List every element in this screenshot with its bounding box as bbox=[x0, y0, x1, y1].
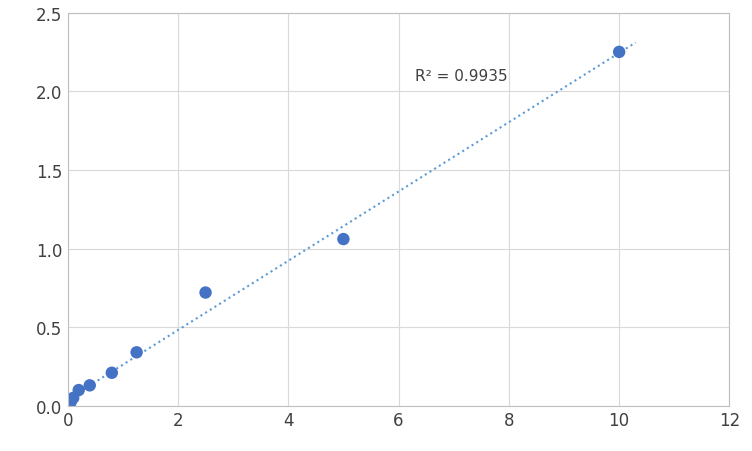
Point bbox=[62, 402, 74, 410]
Point bbox=[338, 236, 350, 243]
Point bbox=[131, 349, 143, 356]
Text: R² = 0.9935: R² = 0.9935 bbox=[415, 69, 508, 84]
Point bbox=[613, 49, 625, 56]
Point bbox=[83, 382, 96, 389]
Point bbox=[73, 387, 85, 394]
Point bbox=[106, 369, 118, 377]
Point bbox=[67, 395, 79, 402]
Point bbox=[199, 289, 211, 296]
Point bbox=[65, 399, 77, 406]
